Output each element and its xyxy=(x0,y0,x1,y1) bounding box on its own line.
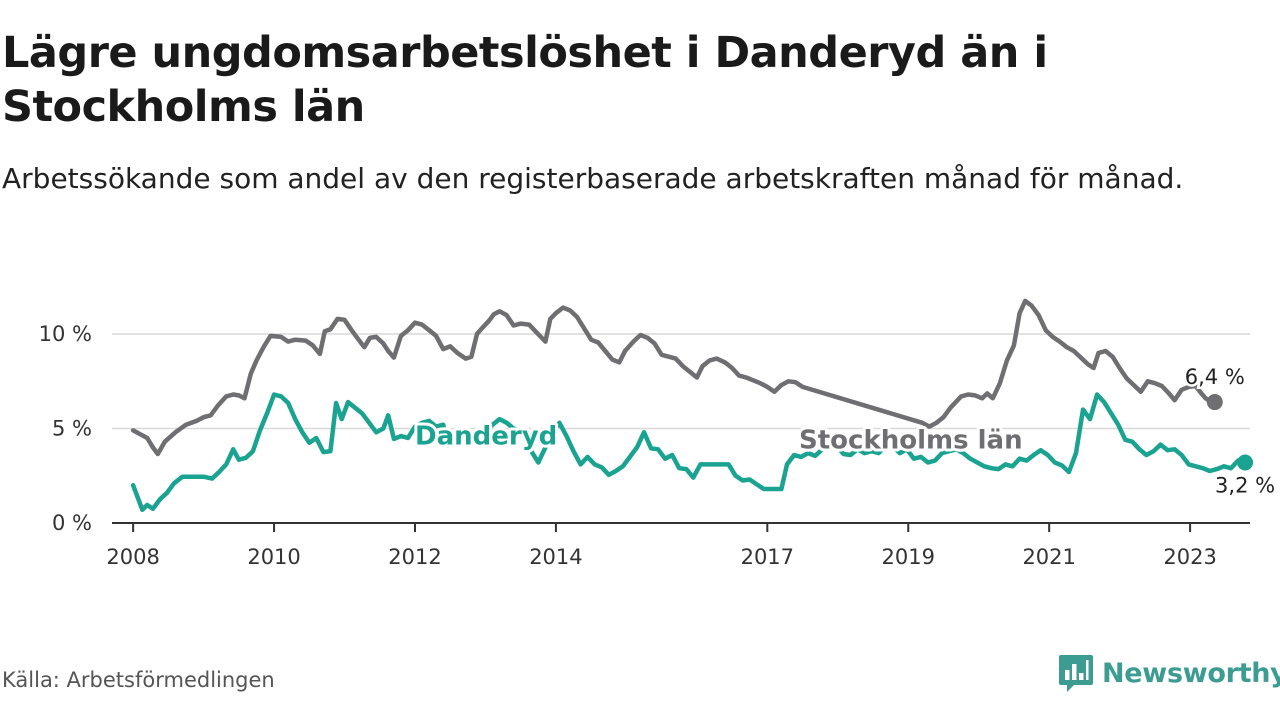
chart-subtitle: Arbetssökande som andel av den registerb… xyxy=(2,162,1184,195)
x-tick-label: 2021 xyxy=(1022,545,1075,569)
y-tick-label: 10 % xyxy=(39,322,92,346)
end-value-label: 6,4 % xyxy=(1185,365,1245,389)
brand-logo[interactable]: Newsworthy xyxy=(1058,653,1280,693)
series-line-danderyd xyxy=(130,392,1248,513)
end-point-marker xyxy=(1206,394,1223,411)
x-tick-label: 2017 xyxy=(741,545,794,569)
x-tick-label: 2014 xyxy=(529,545,582,569)
y-tick-label: 0 % xyxy=(52,511,92,535)
brand-name: Newsworthy xyxy=(1102,657,1280,689)
data-labels: Stockholms län 6,4 % Danderyd 3,2 % xyxy=(412,363,1278,500)
series-label: Stockholms län xyxy=(799,425,1023,455)
x-tick-label: 2010 xyxy=(247,545,300,569)
x-tick-label: 2012 xyxy=(388,545,441,569)
chart-title: Lägre ungdomsarbetslöshet i Danderyd än … xyxy=(2,28,1048,132)
end-point-marker xyxy=(1237,454,1254,471)
x-tick-label: 2023 xyxy=(1163,545,1216,569)
x-tick-label: 2008 xyxy=(106,545,159,569)
gridlines: 0 % 5 % 10 % xyxy=(39,322,1250,535)
x-axis: 2008 2010 2012 2014 2017 2019 2021 2023 xyxy=(106,522,1250,569)
newsworthy-logo-icon xyxy=(1059,655,1093,692)
series-label: Danderyd xyxy=(415,422,557,452)
y-tick-label: 5 % xyxy=(52,417,92,441)
source-note: Källa: Arbetsförmedlingen xyxy=(2,668,275,692)
x-tick-label: 2019 xyxy=(882,545,935,569)
series-lines xyxy=(130,298,1254,513)
end-value-label: 3,2 % xyxy=(1215,474,1275,498)
series-line-stockholms-län xyxy=(130,298,1218,457)
